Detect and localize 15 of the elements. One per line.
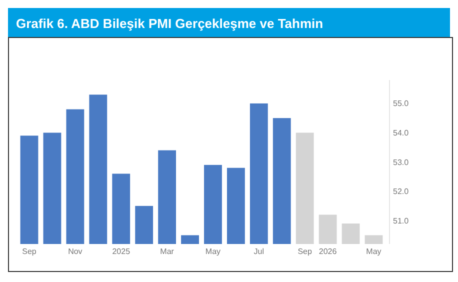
x-tick-label: Sep [298, 247, 313, 256]
y-tick-label: 51.0 [393, 216, 410, 226]
x-tick-label: Sep [22, 247, 37, 256]
x-tick-label: May [366, 247, 382, 256]
y-tick-label: 52.0 [393, 187, 410, 196]
x-tick-label: Nov [68, 247, 82, 256]
y-tick-label: 54.0 [393, 128, 410, 138]
x-tick-label: May [205, 247, 221, 256]
x-tick-label: Mar [160, 247, 174, 256]
y-tick-label: 55.0 [393, 99, 410, 108]
x-tick-label: 2026 [318, 247, 338, 256]
x-tick-label: 2025 [112, 247, 131, 256]
chart-title: Grafik 6. ABD Bileşik PMI Gerçekleşme ve Tahmin [16, 16, 324, 31]
x-tick-label: Jul [254, 247, 264, 256]
y-tick-label: 53.0 [393, 158, 410, 167]
